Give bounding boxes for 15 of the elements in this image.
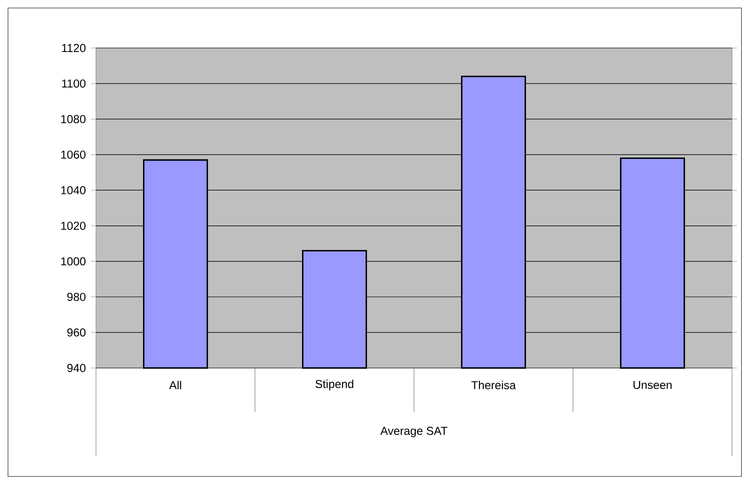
y-tick-label: 1100: [62, 79, 86, 88]
y-tick-label: 1080: [61, 115, 86, 124]
y-tick-label: 1060: [61, 150, 86, 159]
x-axis-title: Average SAT: [380, 426, 448, 438]
y-tick-label: 980: [67, 292, 86, 301]
x-tick-label: Unseen: [634, 380, 672, 390]
y-tick-label: 960: [67, 328, 86, 337]
y-tick-label: 940: [67, 364, 86, 372]
y-tick-label: 1020: [61, 222, 86, 230]
x-tick-label: Thereisa: [471, 380, 516, 390]
y-tick-label: 1000: [61, 257, 86, 266]
x-tick-label: Stipend: [316, 380, 354, 390]
x-tick-label: All: [169, 380, 182, 390]
y-tick-label: 1120: [62, 44, 86, 52]
y-tick-label: 1040: [61, 186, 86, 194]
